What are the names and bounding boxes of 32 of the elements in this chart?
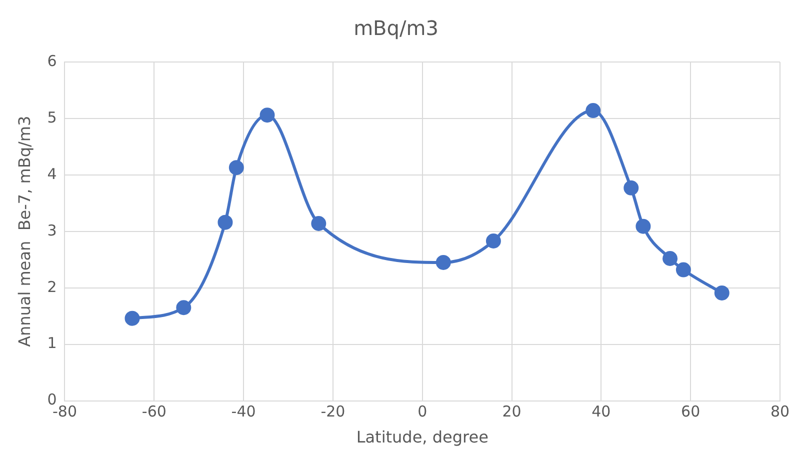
x-tick-label: 60 xyxy=(681,402,700,421)
y-tick-label: 6 xyxy=(47,52,57,70)
point xyxy=(636,218,651,234)
x-tick-label: 20 xyxy=(502,402,522,421)
point xyxy=(260,108,275,123)
chart-title: mBq/m3 xyxy=(354,16,438,40)
point xyxy=(586,103,601,118)
x-tick-label: -60 xyxy=(142,402,166,421)
y-tick-label: 5 xyxy=(47,108,57,126)
y-axis-title: Annual mean Be-7, mBq/m3 xyxy=(14,116,34,347)
point xyxy=(624,180,639,196)
point xyxy=(436,254,451,270)
point xyxy=(486,234,501,248)
point xyxy=(662,251,678,266)
point xyxy=(311,216,326,231)
y-tick-label: 4 xyxy=(47,164,57,183)
point xyxy=(676,262,691,278)
point xyxy=(176,300,192,316)
point xyxy=(228,160,244,176)
y-tick-label: 1 xyxy=(47,334,57,352)
x-tick-label: -20 xyxy=(320,402,346,421)
y-tick-label: 0 xyxy=(47,390,57,409)
x-tick-label: 40 xyxy=(592,402,611,421)
x-axis-title: Latitude, degree xyxy=(356,428,488,447)
x-tick-label: -40 xyxy=(231,402,256,421)
x-tick-label: 80 xyxy=(770,402,790,421)
y-tick-label: 3 xyxy=(47,221,57,240)
point xyxy=(124,310,140,326)
point xyxy=(218,214,233,230)
point xyxy=(714,285,730,300)
x-tick-label: 0 xyxy=(418,402,428,421)
y-tick-label: 2 xyxy=(47,278,57,296)
